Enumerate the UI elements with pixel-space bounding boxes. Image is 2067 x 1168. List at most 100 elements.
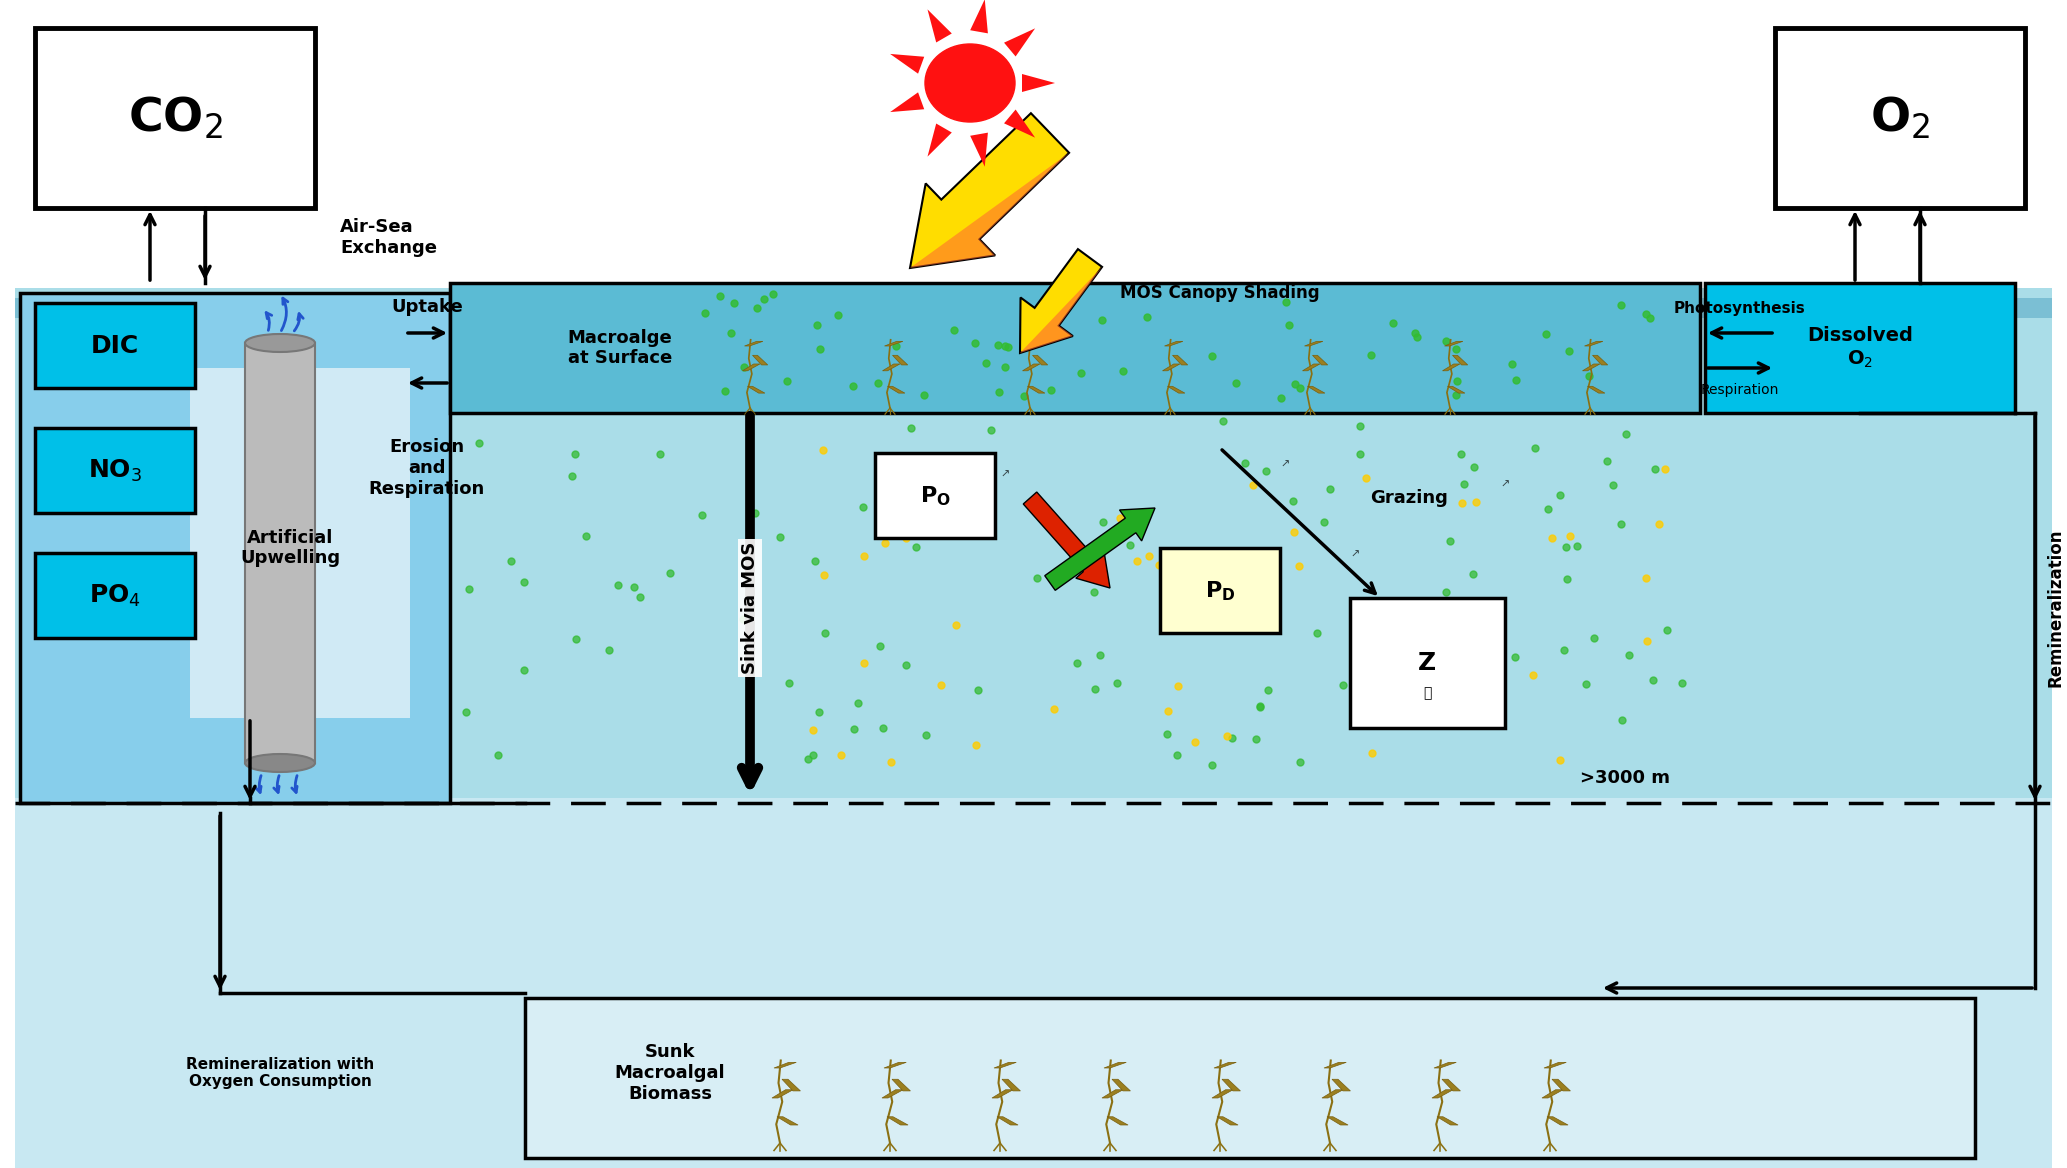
Text: Sunk
Macroalgal
Biomass: Sunk Macroalgal Biomass — [614, 1043, 726, 1103]
Polygon shape — [1027, 387, 1046, 394]
Text: NO$_3$: NO$_3$ — [89, 458, 143, 484]
Polygon shape — [909, 113, 1069, 267]
Polygon shape — [885, 341, 903, 346]
Polygon shape — [996, 1117, 1019, 1125]
Text: Remineralization with
Oxygen Consumption: Remineralization with Oxygen Consumption — [186, 1057, 374, 1090]
Text: ↗: ↗ — [1279, 460, 1290, 470]
Text: Grazing: Grazing — [1370, 489, 1447, 507]
Text: ↗: ↗ — [1501, 480, 1509, 491]
Polygon shape — [1302, 364, 1321, 370]
Polygon shape — [1112, 1079, 1131, 1091]
Polygon shape — [883, 1090, 903, 1098]
Polygon shape — [1327, 1117, 1348, 1125]
Polygon shape — [887, 1117, 907, 1125]
Text: $\mathbf{P_O}$: $\mathbf{P_O}$ — [920, 485, 951, 508]
Polygon shape — [1217, 1117, 1238, 1125]
Ellipse shape — [926, 44, 1015, 121]
Polygon shape — [1437, 1117, 1457, 1125]
Bar — [1776, 28, 2026, 208]
Bar — [1160, 548, 1279, 633]
Polygon shape — [1102, 1090, 1122, 1098]
Polygon shape — [1019, 249, 1102, 353]
Polygon shape — [773, 1063, 796, 1068]
Text: CO$_2$: CO$_2$ — [128, 95, 223, 141]
Bar — [190, 368, 409, 718]
Polygon shape — [1222, 1079, 1240, 1091]
Text: Artificial
Upwelling: Artificial Upwelling — [240, 529, 341, 568]
Bar — [14, 298, 2053, 318]
Text: ↗: ↗ — [1350, 550, 1360, 559]
Text: Erosion
and
Respiration: Erosion and Respiration — [368, 438, 486, 498]
Polygon shape — [1447, 387, 1466, 394]
Polygon shape — [1021, 74, 1054, 92]
Polygon shape — [994, 1063, 1017, 1068]
Polygon shape — [1542, 1090, 1563, 1098]
Polygon shape — [1585, 341, 1602, 346]
Polygon shape — [744, 341, 763, 346]
Polygon shape — [891, 54, 924, 74]
Text: PO$_4$: PO$_4$ — [89, 583, 141, 609]
Polygon shape — [893, 355, 907, 364]
Polygon shape — [1323, 1090, 1344, 1098]
Bar — [35, 28, 314, 208]
Text: Respiration: Respiration — [1701, 383, 1780, 397]
Bar — [246, 343, 314, 763]
Text: Macroalge
at Surface: Macroalge at Surface — [568, 328, 672, 368]
Polygon shape — [1445, 341, 1463, 346]
Polygon shape — [748, 387, 765, 394]
Bar — [451, 283, 1699, 413]
Polygon shape — [1044, 508, 1155, 590]
Polygon shape — [1308, 387, 1325, 394]
Text: 🦐: 🦐 — [1422, 686, 1430, 700]
Bar — [874, 453, 994, 538]
Polygon shape — [893, 1079, 909, 1091]
Text: MOS Canopy Shading: MOS Canopy Shading — [1120, 284, 1319, 303]
Polygon shape — [1546, 1117, 1569, 1125]
Bar — [525, 997, 1974, 1157]
Text: DIC: DIC — [91, 334, 138, 359]
Polygon shape — [1211, 1090, 1234, 1098]
Bar — [35, 552, 194, 638]
Bar — [14, 798, 2053, 1168]
Polygon shape — [1583, 364, 1600, 370]
Polygon shape — [1592, 355, 1608, 364]
Polygon shape — [1023, 364, 1040, 370]
Polygon shape — [1434, 1063, 1457, 1068]
Polygon shape — [1331, 1079, 1350, 1091]
Polygon shape — [1019, 267, 1102, 353]
Polygon shape — [885, 1063, 905, 1068]
Polygon shape — [1544, 1063, 1567, 1068]
Polygon shape — [969, 133, 988, 167]
Polygon shape — [1162, 364, 1180, 370]
Polygon shape — [1034, 355, 1048, 364]
Polygon shape — [883, 364, 899, 370]
Text: Uptake: Uptake — [391, 298, 463, 317]
Text: Dissolved
O$_2$: Dissolved O$_2$ — [1807, 326, 1912, 370]
Polygon shape — [928, 124, 951, 157]
Polygon shape — [1443, 1079, 1461, 1091]
Bar — [1705, 283, 2015, 413]
Polygon shape — [1552, 1079, 1571, 1091]
Polygon shape — [1304, 341, 1323, 346]
Polygon shape — [928, 9, 951, 42]
Bar — [1350, 598, 1505, 728]
Polygon shape — [1213, 1063, 1236, 1068]
Polygon shape — [1002, 1079, 1021, 1091]
Polygon shape — [1104, 1063, 1127, 1068]
Polygon shape — [1432, 1090, 1453, 1098]
Text: ↗: ↗ — [1000, 470, 1009, 480]
Bar — [35, 303, 194, 388]
Text: Photosynthesis: Photosynthesis — [1674, 301, 1807, 317]
Text: >3000 m: >3000 m — [1579, 769, 1670, 787]
Polygon shape — [1443, 364, 1459, 370]
Text: ↗: ↗ — [1120, 520, 1129, 530]
Polygon shape — [1453, 355, 1468, 364]
Polygon shape — [781, 1079, 800, 1091]
Polygon shape — [992, 1090, 1013, 1098]
Polygon shape — [771, 1090, 794, 1098]
Polygon shape — [891, 92, 924, 112]
Polygon shape — [1587, 387, 1604, 394]
Polygon shape — [1313, 355, 1327, 364]
Polygon shape — [909, 153, 1069, 267]
Polygon shape — [887, 387, 905, 394]
